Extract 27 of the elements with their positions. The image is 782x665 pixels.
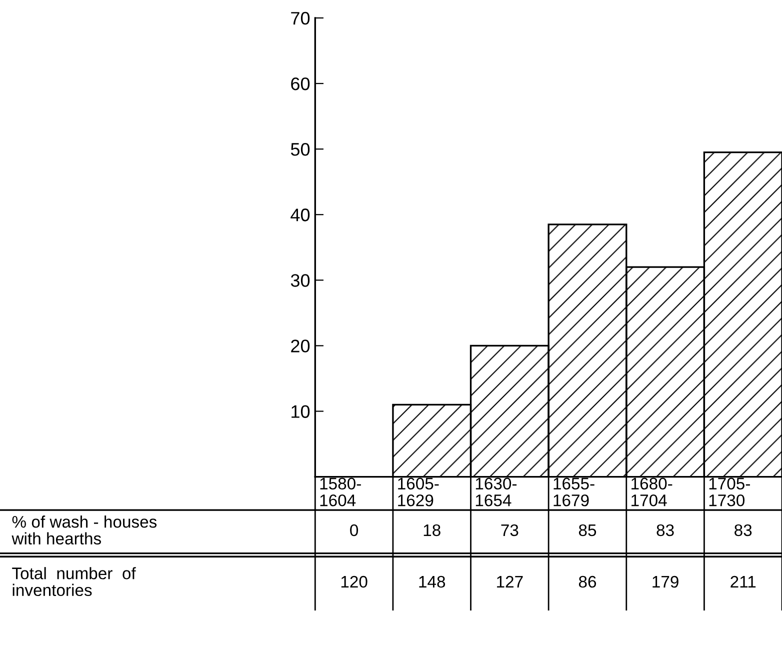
text: 85 [578,524,596,536]
text: 83 [734,524,752,536]
y-tick-label: 60 [291,77,310,90]
y-tick-label: 70 [291,12,310,25]
text: 0 [350,524,358,536]
x-tick-label: 1605- 1629 [398,478,439,506]
y-tick-label: 10 [292,405,310,418]
text: 148 [419,576,446,588]
text: 73 [501,524,518,536]
text: 127 [497,576,523,588]
text: % of wash - houses with hearths [12,516,157,545]
x-tick-label: 1680- 1704 [632,478,672,506]
y-tick-label: 50 [290,142,310,156]
text: 211 [730,576,756,588]
text: 83 [656,524,674,536]
text: 86 [578,576,596,588]
x-tick-label: 1630- 1654 [476,478,517,506]
y-tick-label: 30 [290,274,310,287]
x-tick-label: 1580- 1604 [320,478,361,506]
x-tick-label: 1655- 1679 [554,478,594,506]
x-tick-label: 1705- 1730 [709,478,750,506]
text: Total number of inventories [12,567,136,596]
text: 18 [424,524,440,536]
y-tick-label: 20 [291,340,310,352]
y-tick-label: 40 [290,208,310,222]
text: 179 [652,576,678,588]
text: 120 [341,576,368,588]
